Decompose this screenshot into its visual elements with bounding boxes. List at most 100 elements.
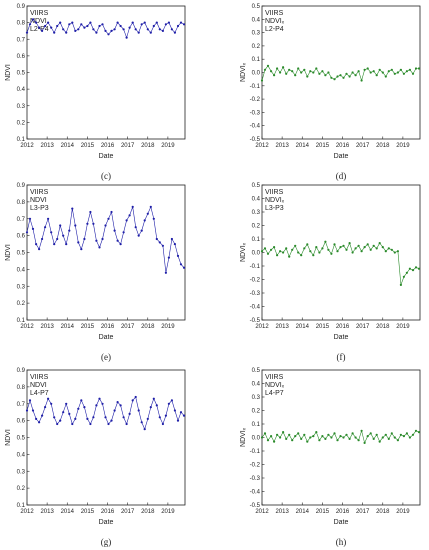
y-axis-label: NDVIₓ bbox=[240, 242, 247, 262]
x-tick-label: 2015 bbox=[316, 143, 330, 149]
data-point bbox=[303, 433, 306, 436]
data-point bbox=[321, 435, 324, 438]
data-point bbox=[363, 246, 366, 249]
data-point bbox=[170, 237, 173, 241]
data-point bbox=[357, 244, 360, 247]
data-point bbox=[363, 441, 366, 444]
data-point bbox=[167, 402, 170, 405]
data-point bbox=[306, 243, 309, 246]
data-point bbox=[25, 409, 29, 412]
data-point bbox=[324, 74, 327, 77]
data-point bbox=[270, 248, 273, 251]
data-point bbox=[116, 401, 119, 404]
data-point bbox=[113, 28, 116, 31]
legend-line-1: VIIRS bbox=[265, 10, 284, 17]
chart-panel-2: -0.5 -0.4 -0.3 -0.2 -0.1 0.0 0.1 0.2 0.3 0.4 0.5 20… bbox=[240, 4, 421, 181]
chart-panel-4: -0.5 -0.4 -0.3 -0.2 -0.1 0.0 0.1 0.2 0.3 0.4 0.5 20… bbox=[240, 183, 421, 362]
data-point bbox=[59, 419, 62, 422]
data-point bbox=[146, 28, 149, 31]
y-tick-label: -0.1 bbox=[250, 264, 261, 270]
data-point bbox=[366, 243, 369, 246]
y-tick-label: 0.4 bbox=[252, 17, 261, 23]
data-point bbox=[113, 409, 116, 412]
y-tick-label: 0.4 bbox=[17, 452, 26, 458]
data-point bbox=[266, 252, 270, 255]
data-point bbox=[131, 21, 134, 24]
legend-line-1: VIIRS bbox=[30, 374, 49, 381]
data-point bbox=[107, 422, 110, 426]
data-point bbox=[128, 214, 131, 217]
data-point bbox=[399, 68, 402, 71]
data-point bbox=[315, 431, 318, 434]
y-tick-label: -0.4 bbox=[250, 124, 261, 130]
data-point bbox=[134, 28, 137, 31]
y-tick-label: -0.2 bbox=[250, 97, 261, 103]
data-point bbox=[405, 432, 408, 435]
data-point bbox=[369, 248, 372, 251]
data-point bbox=[336, 75, 339, 78]
y-tick-label: -0.5 bbox=[250, 503, 261, 509]
y-tick-label: -0.3 bbox=[250, 476, 261, 482]
data-point bbox=[44, 406, 47, 409]
chart-panel-5: 0.1 0.2 0.3 0.4 0.5 0.6 0.7 0.8 0.9 2012 2013 2014 2… bbox=[5, 368, 186, 547]
data-point bbox=[71, 422, 74, 426]
y-tick-label: 0.3 bbox=[17, 104, 26, 110]
data-point bbox=[41, 414, 44, 417]
data-point bbox=[101, 237, 104, 241]
x-axis-label: Date bbox=[334, 334, 349, 341]
data-point bbox=[306, 440, 309, 443]
x-axis-label: Date bbox=[334, 153, 349, 160]
x-tick-label: 2013 bbox=[275, 324, 289, 330]
data-point bbox=[125, 219, 128, 222]
y-tick-label: 0.2 bbox=[252, 44, 261, 50]
x-tick-label: 2017 bbox=[121, 143, 135, 149]
data-point bbox=[128, 412, 131, 415]
data-point bbox=[137, 234, 140, 237]
data-point bbox=[288, 433, 291, 436]
data-point bbox=[68, 23, 71, 26]
y-tick-label: 0.7 bbox=[17, 402, 26, 408]
y-axis-label: NDVI bbox=[5, 64, 12, 81]
data-point bbox=[131, 205, 134, 208]
data-point bbox=[65, 402, 68, 405]
x-tick-label: 2019 bbox=[161, 509, 175, 515]
data-point bbox=[282, 251, 285, 254]
data-point bbox=[273, 74, 276, 77]
y-tick-label: 0.4 bbox=[252, 197, 261, 203]
data-point bbox=[263, 432, 267, 435]
data-point bbox=[288, 255, 291, 258]
data-point bbox=[83, 406, 86, 409]
data-point bbox=[354, 436, 357, 439]
data-point bbox=[270, 435, 273, 438]
y-tick-label: 0.7 bbox=[17, 217, 26, 223]
data-point bbox=[351, 432, 354, 435]
data-point bbox=[345, 433, 348, 436]
y-axis-label: NDVIₓ bbox=[240, 62, 247, 82]
data-point bbox=[92, 416, 95, 419]
y-tick-label: 0.9 bbox=[17, 368, 26, 374]
data-point bbox=[324, 240, 327, 243]
data-point bbox=[285, 72, 288, 75]
data-point bbox=[309, 436, 312, 439]
y-tick-label: 0.3 bbox=[252, 395, 261, 401]
y-tick-label: -0.3 bbox=[250, 291, 261, 297]
data-point bbox=[309, 70, 312, 73]
data-point bbox=[351, 71, 354, 74]
data-point bbox=[396, 71, 399, 74]
data-point bbox=[143, 219, 146, 222]
y-tick-label: 0.2 bbox=[252, 409, 261, 415]
x-tick-label: 2012 bbox=[20, 509, 34, 515]
y-tick-label: 0.0 bbox=[252, 71, 261, 77]
data-point bbox=[161, 422, 164, 426]
data-point bbox=[342, 76, 345, 79]
y-tick-label: -0.4 bbox=[250, 490, 261, 496]
data-point bbox=[50, 402, 53, 405]
data-point bbox=[110, 29, 113, 32]
data-point bbox=[104, 224, 107, 227]
data-point bbox=[279, 71, 282, 74]
data-point bbox=[396, 439, 399, 442]
x-tick-label: 2018 bbox=[141, 143, 155, 149]
data-point bbox=[161, 29, 164, 32]
y-tick-label: 0.3 bbox=[17, 469, 26, 475]
data-point bbox=[417, 431, 421, 434]
